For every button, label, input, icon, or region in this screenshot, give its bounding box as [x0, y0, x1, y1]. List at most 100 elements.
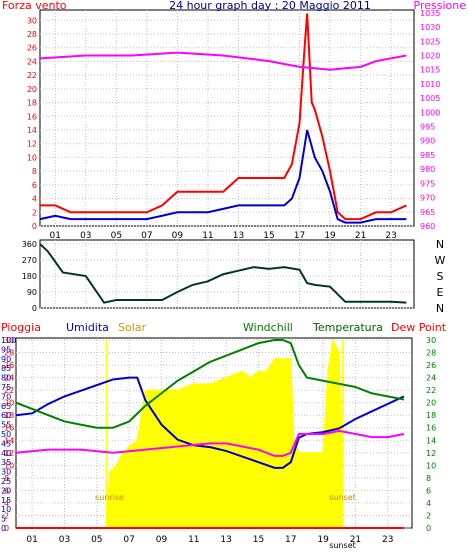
humidity-tick-label: 75 — [1, 383, 11, 392]
x-tick-label: 23 — [382, 535, 393, 545]
right-tick-label: 975 — [420, 179, 435, 188]
temperature-tick-label: 10 — [426, 461, 436, 470]
right-tick-label: 960 — [420, 222, 435, 231]
left-tick-label: 6 — [32, 181, 37, 190]
right-tick-label: 970 — [420, 194, 435, 203]
humidity-tick-label: 60 — [1, 411, 11, 420]
direction-tick-label: 360 — [22, 240, 37, 249]
chart-title: 24 hour graph day : 20 Maggio 2011 — [169, 0, 371, 12]
temperature-series — [15, 338, 405, 529]
right-tick-label: 1035 — [420, 9, 440, 18]
humidity-tick-label: 25 — [1, 477, 11, 486]
humidity-tick-label: 20 — [1, 486, 11, 495]
dew-point-line — [15, 429, 405, 457]
x-tick-label: 03 — [59, 535, 70, 545]
humidity-tick-label: 40 — [1, 449, 11, 458]
x-tick-label: 23 — [385, 231, 396, 241]
rain-tick-label: 28 — [4, 349, 14, 358]
temperature-tick-label: 4 — [426, 499, 431, 508]
direction-tick-label: 90 — [27, 288, 37, 297]
rain-tick-label: 6 — [4, 486, 9, 495]
legend-label: Pioggia — [1, 321, 41, 334]
wind-direction-line — [39, 243, 407, 304]
temperature-ticks: 01 03 05 07 09 11 13 15 17 19 21 230246810121416182… — [1, 336, 436, 550]
humidity-tick-label: 95 — [1, 345, 11, 354]
x-tick-label: 09 — [156, 535, 168, 545]
humidity-tick-label: 30 — [1, 468, 11, 477]
legend-label: Dew Point — [391, 321, 447, 334]
x-tick-label: 05 — [111, 231, 122, 241]
direction-tick-label: 180 — [22, 272, 37, 281]
humidity-tick-label: 55 — [1, 421, 11, 430]
wind-strength-label: Forza vento — [2, 0, 67, 12]
right-tick-label: 980 — [420, 165, 435, 174]
humidity-tick-label: 100 — [1, 336, 16, 345]
left-tick-label: 20 — [27, 85, 37, 94]
left-tick-label: 26 — [27, 44, 37, 53]
legend-label: Umidita — [66, 321, 109, 334]
pressure-label: Pressione — [414, 0, 467, 12]
right-tick-label: 990 — [420, 137, 435, 146]
x-tick-label: 07 — [123, 535, 134, 545]
temperature-tick-label: 6 — [426, 486, 431, 495]
wind-pressure-series — [39, 13, 407, 224]
wind-average-line — [39, 129, 407, 224]
left-tick-label: 10 — [27, 153, 37, 162]
right-tick-label: 995 — [420, 123, 435, 132]
legend-label: Solar — [118, 321, 147, 334]
compass-label: E — [437, 286, 444, 299]
right-tick-label: 985 — [420, 151, 435, 160]
x-tick-label: 19 — [317, 535, 329, 545]
wind-pressure-plot-area — [39, 9, 415, 227]
rain-tick-label: 20 — [4, 399, 14, 408]
temperature-legend: Pioggia Umidita Solar Windchill Temperatura D… — [1, 321, 447, 334]
x-tick-label: 11 — [202, 231, 213, 241]
x-tick-label: 17 — [285, 535, 296, 545]
sunrise-label: sunrise — [95, 493, 124, 502]
x-tick-label: 21 — [350, 535, 361, 545]
rain-tick-label: 8 — [4, 474, 9, 483]
rain-tick-label: 26 — [4, 361, 14, 370]
left-tick-label: 12 — [27, 140, 37, 149]
x-tick-label: 13 — [220, 535, 231, 545]
temperature-tick-label: 20 — [426, 399, 436, 408]
wind-direction-series — [39, 243, 407, 304]
rain-tick-label: 12 — [4, 449, 14, 458]
rain-tick-label: 24 — [4, 374, 14, 383]
temperature-tick-label: 14 — [426, 436, 436, 445]
temperature-tick-label: 24 — [426, 374, 436, 383]
humidity-tick-label: 35 — [1, 458, 11, 467]
temperature-tick-label: 0 — [426, 524, 431, 533]
humidity-line — [15, 376, 405, 469]
temperature-tick-label: 18 — [426, 411, 436, 420]
temperature-tick-label: 16 — [426, 424, 436, 433]
humidity-tick-label: 80 — [1, 374, 11, 383]
humidity-tick-label: 90 — [1, 355, 11, 364]
rain-tick-label: 30 — [4, 336, 14, 345]
temperature-tick-label: 12 — [426, 449, 436, 458]
wind-pressure-grid — [40, 10, 414, 227]
right-tick-label: 1015 — [420, 66, 440, 75]
rain-tick-label: 18 — [4, 411, 14, 420]
rain-tick-label: 16 — [4, 424, 14, 433]
left-tick-label: 4 — [32, 195, 37, 204]
compass-label: N — [436, 302, 444, 315]
x-tick-label: 03 — [80, 231, 91, 241]
sunset-tick-label: sunset — [329, 541, 356, 550]
pressure-line — [39, 51, 407, 71]
temperature-tick-label: 8 — [426, 474, 431, 483]
temperature-tick-label: 30 — [426, 336, 436, 345]
left-tick-label: 0 — [32, 222, 37, 231]
legend-label: Temperatura — [312, 321, 383, 334]
left-tick-label: 30 — [27, 16, 37, 25]
x-tick-label: 15 — [253, 535, 264, 545]
right-tick-label: 1005 — [420, 94, 440, 103]
compass-label: S — [437, 270, 444, 283]
rain-tick-label: 22 — [4, 386, 14, 395]
x-tick-label: 01 — [26, 535, 37, 545]
humidity-tick-label: 85 — [1, 364, 11, 373]
right-tick-label: 1020 — [420, 51, 440, 60]
